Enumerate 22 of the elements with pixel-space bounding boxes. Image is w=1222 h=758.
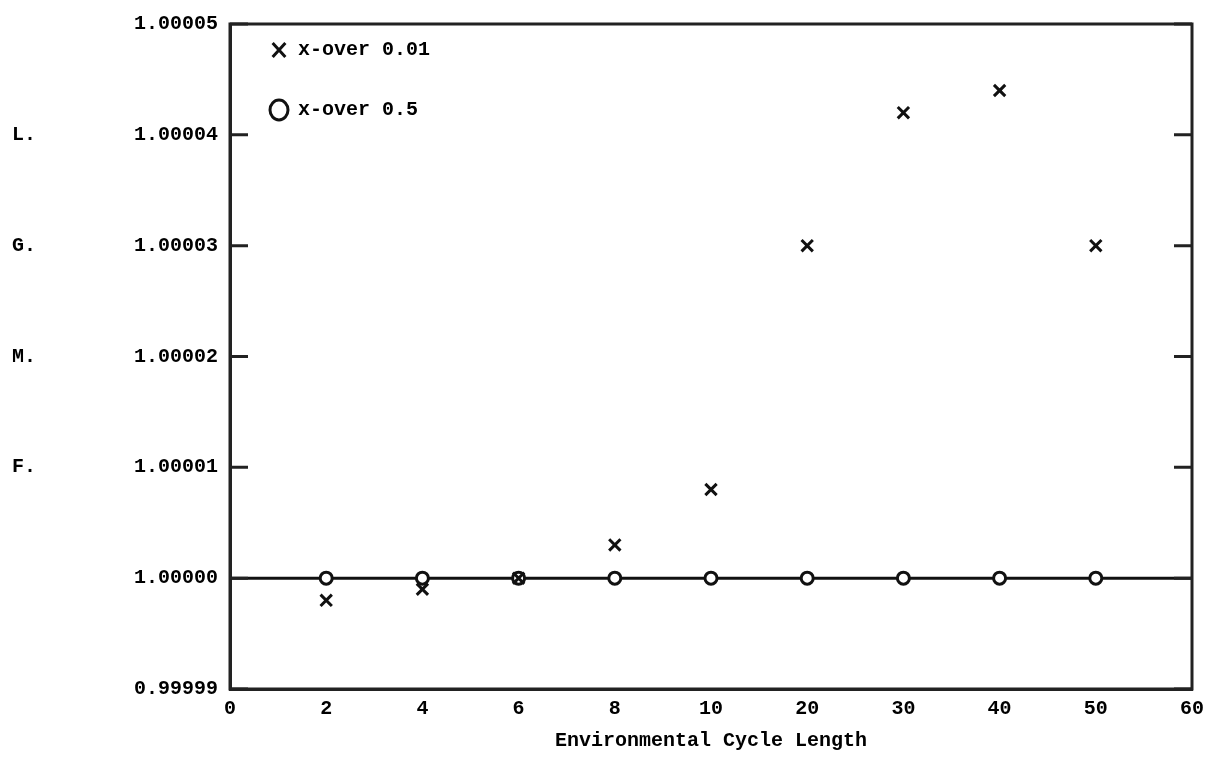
x-tick-label: 60 [1179,697,1205,721]
x-axis-title: Environmental Cycle Length [554,729,868,753]
legend-label: x-over 0.5 [298,98,419,122]
y-tick-label: 1.00002 [133,344,218,368]
legend-label: x-over 0.01 [298,38,431,62]
x-tick-label: 8 [608,697,621,721]
x-tick-label: 10 [698,697,724,721]
x-tick-label: 50 [1083,697,1108,721]
x-tick-label: 20 [795,697,820,721]
y-tick-label: 1.00004 [133,122,218,146]
x-tick-label: 0 [223,697,237,721]
x-tick-label: 4 [416,697,429,721]
y-tick-label: 1.00003 [133,233,218,257]
y-tick-label: 0.99999 [133,677,218,701]
text: L. G. M. F. [12,122,37,479]
x-tick-label: 30 [891,697,916,721]
x-tick-label: 6 [512,697,525,721]
x-tick-label: 2 [320,697,333,721]
x-tick-label: 40 [987,697,1012,721]
y-tick-label: 1.00001 [133,455,218,479]
y-tick-label: 1.00005 [133,12,218,36]
y-tick-label: 1.00000 [133,566,218,590]
